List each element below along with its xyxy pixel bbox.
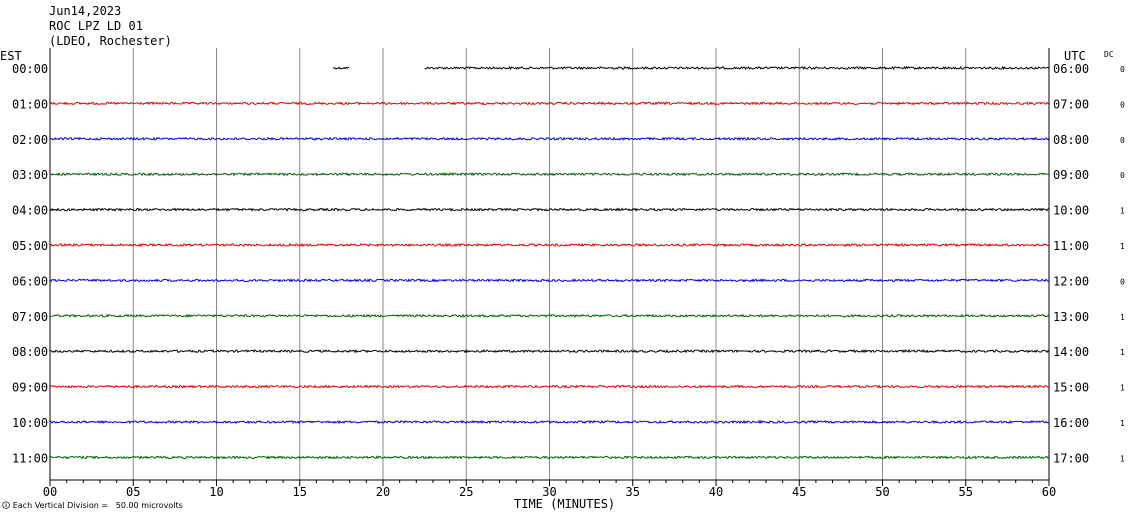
trace-line <box>49 207 1050 212</box>
row-label-utc: 16:00 <box>1053 416 1089 430</box>
trace-line <box>332 66 350 70</box>
row-dc-value: 0 <box>1120 171 1125 180</box>
x-axis-title: TIME (MINUTES) <box>514 497 616 511</box>
x-tick-label: 60 <box>1042 485 1056 499</box>
row-label-est: 10:00 <box>12 416 48 430</box>
trace-line <box>49 419 1050 425</box>
x-tick-label: 05 <box>126 485 140 499</box>
trace-line <box>49 313 1050 318</box>
x-tick-label: 30 <box>542 485 556 499</box>
trace-line <box>49 101 1050 106</box>
row-dc-value: 1 <box>1120 242 1125 251</box>
row-label-utc: 13:00 <box>1053 310 1089 324</box>
trace-line <box>424 65 1049 71</box>
row-dc-value: 0 <box>1120 65 1125 74</box>
row-label-utc: 17:00 <box>1053 451 1089 465</box>
row-label-utc: 11:00 <box>1053 239 1089 253</box>
trace-line <box>49 136 1050 141</box>
row-dc-value: 1 <box>1120 384 1125 393</box>
row-label-est: 06:00 <box>12 274 48 288</box>
row-label-utc: 12:00 <box>1053 274 1089 288</box>
x-tick-label: 50 <box>875 485 889 499</box>
row-label-utc: 15:00 <box>1053 381 1089 395</box>
row-dc-value: 0 <box>1120 100 1125 109</box>
row-dc-value: 1 <box>1120 207 1125 216</box>
row-label-est: 00:00 <box>12 62 48 76</box>
chart-date: Jun14,2023 <box>49 4 122 18</box>
row-label-est: 11:00 <box>12 451 48 465</box>
row-label-est: 07:00 <box>12 310 48 324</box>
dc-title: DC <box>1104 50 1114 59</box>
row-label-est: 01:00 <box>12 97 48 111</box>
row-label-est: 04:00 <box>12 204 48 218</box>
footer-icon: 🛈 <box>2 501 11 510</box>
x-tick-label: 00 <box>43 485 57 499</box>
row-dc-value: 0 <box>1120 136 1125 145</box>
row-label-utc: 07:00 <box>1053 97 1089 111</box>
x-tick-label: 20 <box>376 485 390 499</box>
trace-line <box>49 384 1050 389</box>
row-dc-value: 1 <box>1120 454 1125 463</box>
trace-line <box>49 172 1050 177</box>
x-tick-label: 40 <box>709 485 723 499</box>
chart-location: (LDEO, Rochester) <box>49 34 172 48</box>
right-axis-title: UTC <box>1064 49 1086 63</box>
footer-scale-note: Each Vertical Division = 50.00 microvolt… <box>12 501 183 510</box>
row-label-est: 09:00 <box>12 381 48 395</box>
row-label-utc: 06:00 <box>1053 62 1089 76</box>
row-label-utc: 10:00 <box>1053 204 1089 218</box>
x-tick-label: 15 <box>293 485 307 499</box>
x-tick-label: 35 <box>626 485 640 499</box>
row-dc-value: 1 <box>1120 419 1125 428</box>
chart-station: ROC LPZ LD 01 <box>49 19 143 33</box>
row-dc-value: 0 <box>1120 277 1125 286</box>
trace-line <box>49 278 1050 283</box>
row-label-est: 05:00 <box>12 239 48 253</box>
x-tick-label: 25 <box>459 485 473 499</box>
trace-line <box>49 242 1050 248</box>
row-dc-value: 1 <box>1120 348 1125 357</box>
row-dc-value: 1 <box>1120 313 1125 322</box>
x-tick-label: 55 <box>959 485 973 499</box>
x-tick-label: 45 <box>792 485 806 499</box>
row-label-utc: 09:00 <box>1053 168 1089 182</box>
row-label-est: 02:00 <box>12 133 48 147</box>
row-label-est: 03:00 <box>12 168 48 182</box>
row-label-est: 08:00 <box>12 345 48 359</box>
row-label-utc: 14:00 <box>1053 345 1089 359</box>
x-tick-label: 10 <box>209 485 223 499</box>
row-label-utc: 08:00 <box>1053 133 1089 147</box>
footer-note: 🛈 Each Vertical Division = 50.00 microvo… <box>2 500 183 514</box>
left-axis-title: EST <box>0 49 22 63</box>
trace-line <box>49 455 1050 460</box>
trace-line <box>49 348 1050 354</box>
